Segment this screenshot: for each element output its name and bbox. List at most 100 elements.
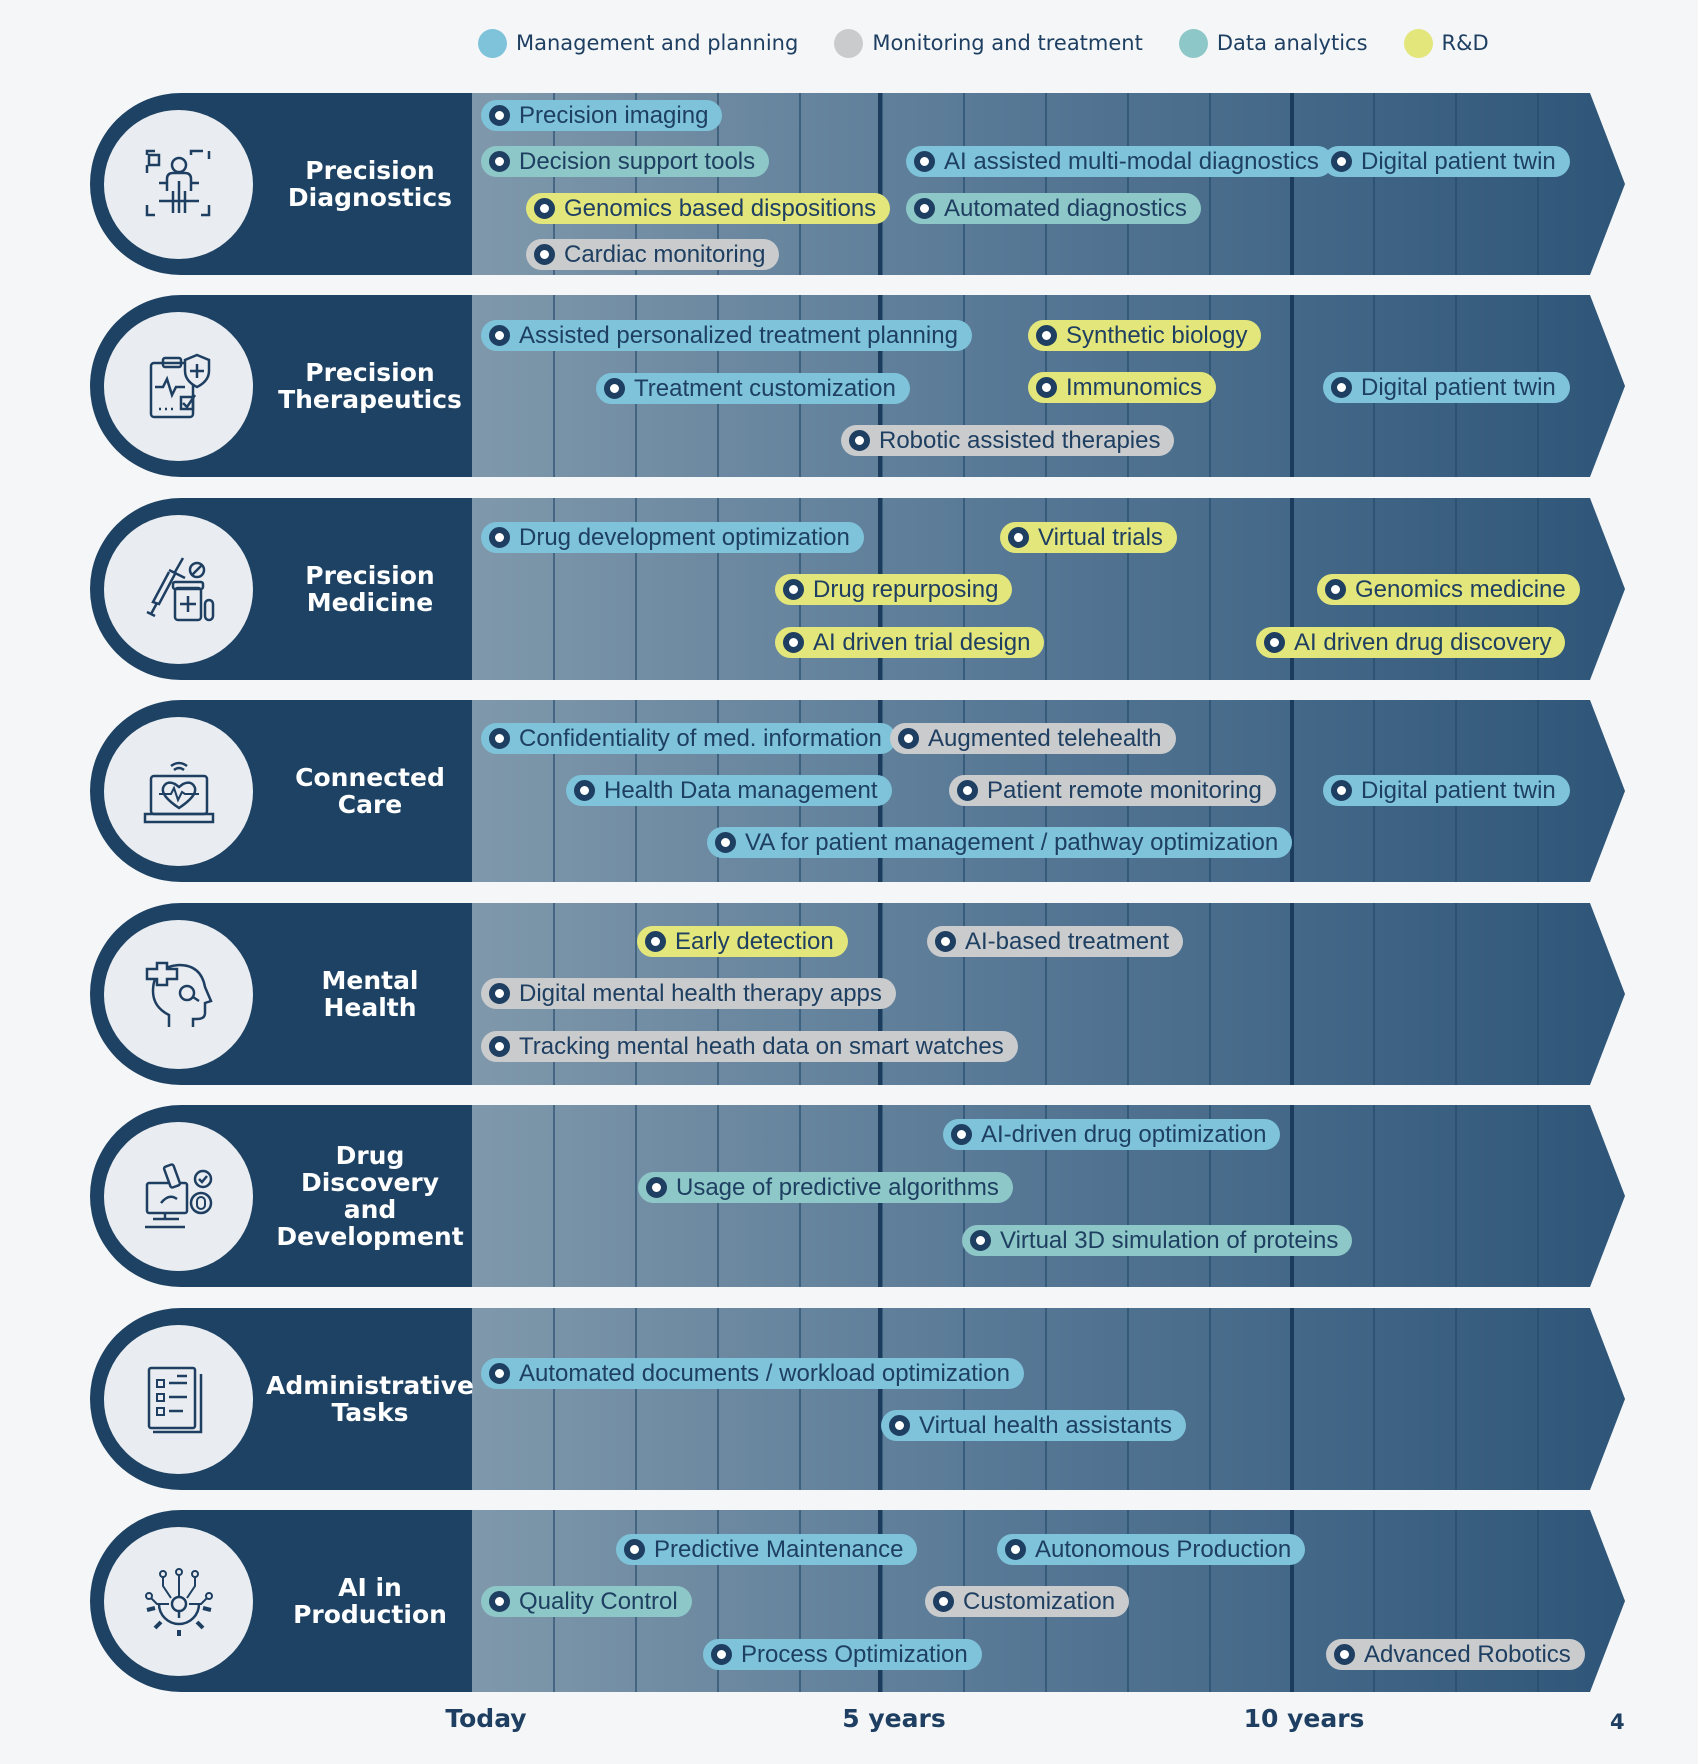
lane-title: Precision Medicine — [305, 561, 435, 617]
roadmap-item: Virtual health assistants — [881, 1410, 1187, 1441]
roadmap-item-label: AI driven drug discovery — [1294, 628, 1552, 656]
bullet-icon — [951, 1124, 972, 1145]
roadmap-item-label: VA for patient management / pathway opti… — [745, 828, 1279, 856]
bullet-icon — [1334, 1644, 1355, 1665]
icon-circle — [104, 1325, 253, 1474]
legend: Management and planning Monitoring and t… — [478, 28, 1525, 58]
roadmap-item-label: Customization — [963, 1587, 1116, 1615]
roadmap-item-label: Digital patient twin — [1361, 147, 1556, 175]
legend-dot-rd — [1403, 28, 1433, 58]
roadmap-item-label: Predictive Maintenance — [654, 1535, 904, 1563]
axis-label-today: Today — [445, 1704, 527, 1733]
bullet-icon — [1331, 780, 1352, 801]
axis-label-ten-years: 10 years — [1243, 1704, 1365, 1733]
roadmap-item: Drug development optimization — [481, 522, 864, 553]
roadmap-item-label: Genomics based dispositions — [564, 194, 877, 222]
roadmap-item-label: Usage of predictive algorithms — [676, 1173, 999, 1201]
roadmap-item-label: Synthetic biology — [1066, 321, 1248, 349]
bullet-icon — [489, 1363, 510, 1384]
roadmap-item-label: Quality Control — [519, 1587, 678, 1615]
roadmap-item-label: Augmented telehealth — [928, 724, 1162, 752]
bullet-icon — [933, 1591, 954, 1612]
clipboard-shield-icon — [149, 353, 210, 418]
roadmap-item: Usage of predictive algorithms — [638, 1172, 1013, 1203]
lane-title: Precision Diagnostics — [287, 156, 453, 212]
bullet-icon — [1008, 527, 1029, 548]
roadmap-item: Health Data management — [566, 775, 892, 806]
roadmap-item-label: Autonomous Production — [1035, 1535, 1292, 1563]
roadmap-item: Digital mental health therapy apps — [481, 978, 896, 1009]
timeline-band — [472, 1308, 1625, 1490]
bullet-icon — [914, 151, 935, 172]
bullet-icon — [489, 325, 510, 346]
roadmap-item: AI-based treatment — [927, 926, 1184, 957]
roadmap-item-label: AI-based treatment — [965, 927, 1170, 955]
roadmap-item: Virtual trials — [1000, 522, 1177, 553]
legend-label: R&D — [1441, 31, 1489, 55]
bullet-icon — [1331, 151, 1352, 172]
legend-label: Data analytics — [1216, 31, 1368, 55]
legend-dot-data-analytics — [1178, 28, 1208, 58]
bullet-icon — [1005, 1539, 1026, 1560]
legend-label: Monitoring and treatment — [872, 31, 1143, 55]
roadmap-item-label: Robotic assisted therapies — [879, 426, 1161, 454]
gear-circuit-icon — [144, 1567, 213, 1636]
roadmap-item-label: AI assisted multi-modal diagnostics — [944, 147, 1319, 175]
bullet-icon — [1036, 325, 1057, 346]
bullet-icon — [645, 931, 666, 952]
roadmap-item-label: Digital mental health therapy apps — [519, 979, 882, 1007]
legend-item-monitoring: Monitoring and treatment — [834, 28, 1143, 58]
lane-title: AI in Production — [293, 1573, 447, 1629]
lane: Precision Diagnostics — [90, 93, 1625, 275]
roadmap-item-label: Tracking mental heath data on smart watc… — [519, 1032, 1004, 1060]
roadmap-item: Cardiac monitoring — [526, 239, 780, 270]
roadmap-item-label: Precision imaging — [519, 101, 709, 129]
microscope-icon — [144, 1162, 212, 1228]
bullet-icon — [970, 1230, 991, 1251]
roadmap-item: Treatment customization — [596, 373, 910, 404]
page-number: 4 — [1610, 1710, 1625, 1734]
roadmap-item: Robotic assisted therapies — [841, 425, 1175, 456]
lane-title: Drug Discovery and Development — [276, 1141, 464, 1251]
roadmap-item: VA for patient management / pathway opti… — [707, 827, 1293, 858]
bullet-icon — [534, 198, 555, 219]
roadmap-item-label: Virtual trials — [1038, 523, 1163, 551]
roadmap-item-label: Immunomics — [1066, 373, 1203, 401]
roadmap-item-label: Advanced Robotics — [1364, 1640, 1571, 1668]
roadmap-item-label: Process Optimization — [741, 1640, 968, 1668]
roadmap-item-label: Decision support tools — [519, 147, 756, 175]
roadmap-item-label: Confidentiality of med. information — [519, 724, 882, 752]
bullet-icon — [1264, 632, 1285, 653]
roadmap-item-label: Cardiac monitoring — [564, 240, 766, 268]
legend-label: Management and planning — [516, 31, 799, 55]
legend-dot-monitoring — [834, 28, 864, 58]
icon-circle — [104, 920, 253, 1069]
roadmap-item-label: Assisted personalized treatment planning — [519, 321, 958, 349]
bullet-icon — [783, 632, 804, 653]
bullet-icon — [646, 1177, 667, 1198]
axis-label-five-years: 5 years — [842, 1704, 946, 1733]
roadmap-item: AI driven trial design — [775, 627, 1045, 658]
roadmap-item: Process Optimization — [703, 1639, 982, 1670]
roadmap-item-label: Early detection — [675, 927, 834, 955]
bullet-icon — [624, 1539, 645, 1560]
bullet-icon — [1331, 377, 1352, 398]
lane-title: Mental Health — [321, 966, 419, 1022]
bullet-icon — [889, 1415, 910, 1436]
bullet-icon — [849, 430, 870, 451]
legend-dot-management — [478, 28, 507, 58]
roadmap-item-label: Drug repurposing — [813, 575, 999, 603]
roadmap-item-label: Automated diagnostics — [944, 194, 1187, 222]
icon-circle — [104, 110, 253, 259]
roadmap-item: Automated documents / workload optimizat… — [481, 1358, 1024, 1389]
lane-title: Administrative Tasks — [265, 1371, 475, 1427]
roadmap-item-label: Digital patient twin — [1361, 776, 1556, 804]
roadmap-item: Augmented telehealth — [890, 723, 1176, 754]
roadmap-item-label: Treatment customization — [634, 374, 896, 402]
legend-item-management: Management and planning — [478, 28, 799, 58]
bullet-icon — [783, 579, 804, 600]
bullet-icon — [898, 728, 919, 749]
roadmap-item-label: Virtual health assistants — [919, 1411, 1173, 1439]
roadmap-item-label: Drug development optimization — [519, 523, 850, 551]
roadmap-item: AI-driven drug optimization — [943, 1119, 1281, 1150]
